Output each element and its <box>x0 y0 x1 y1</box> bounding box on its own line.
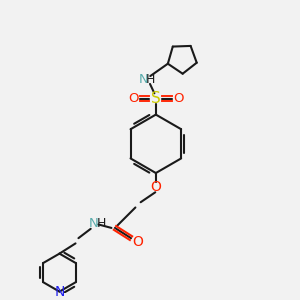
Text: O: O <box>173 92 183 105</box>
Text: S: S <box>151 91 161 106</box>
Text: N: N <box>89 217 98 230</box>
Text: N: N <box>138 73 148 86</box>
Text: O: O <box>150 180 161 194</box>
Text: O: O <box>132 235 143 249</box>
Text: O: O <box>128 92 139 105</box>
Text: H: H <box>146 73 156 86</box>
Text: N: N <box>54 285 64 299</box>
Text: H: H <box>97 217 106 230</box>
